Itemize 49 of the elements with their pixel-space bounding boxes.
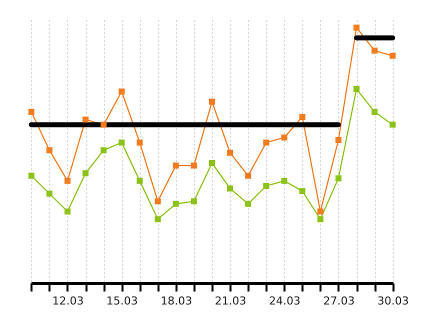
point	[263, 140, 270, 146]
point	[281, 134, 288, 140]
point	[317, 216, 324, 222]
x-tick-label: 30.03	[377, 294, 409, 308]
point	[335, 137, 342, 144]
point	[335, 175, 342, 182]
point	[172, 200, 179, 207]
point	[136, 140, 143, 146]
point	[390, 52, 396, 59]
x-tick-label: 12.03	[52, 294, 84, 308]
point	[354, 24, 360, 31]
point	[372, 48, 378, 54]
point	[46, 190, 52, 197]
x-tick-label: 21.03	[214, 294, 246, 308]
point	[28, 108, 34, 115]
point	[299, 188, 306, 194]
point	[64, 178, 70, 184]
point	[118, 140, 125, 146]
point	[354, 86, 360, 92]
point	[281, 178, 288, 184]
point	[136, 178, 143, 184]
point	[190, 162, 197, 169]
point	[372, 108, 378, 115]
point	[154, 216, 161, 222]
point	[209, 98, 215, 105]
x-tick-label: 15.03	[106, 294, 138, 308]
point	[227, 150, 234, 156]
point	[82, 170, 89, 176]
point	[245, 200, 252, 207]
point	[299, 114, 306, 120]
x-tick-label: 27.03	[323, 294, 355, 308]
x-tick-label: 18.03	[160, 294, 192, 308]
point	[227, 186, 234, 192]
point	[82, 116, 89, 123]
point	[100, 147, 107, 154]
point	[209, 160, 215, 166]
point	[390, 122, 396, 128]
point	[263, 182, 270, 189]
point	[100, 122, 107, 128]
point	[28, 172, 34, 179]
point	[317, 208, 324, 215]
point	[118, 88, 125, 94]
point	[64, 208, 70, 215]
point	[46, 147, 52, 154]
point	[154, 198, 161, 204]
x-tick-label: 24.03	[269, 294, 301, 308]
point	[190, 198, 197, 204]
point	[245, 172, 252, 179]
point	[172, 162, 179, 169]
